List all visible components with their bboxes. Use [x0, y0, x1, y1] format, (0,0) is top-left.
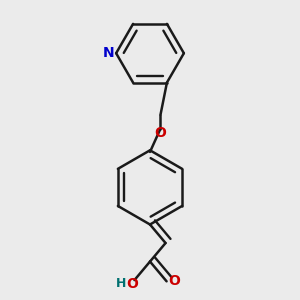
Text: N: N: [103, 46, 115, 60]
Text: O: O: [154, 126, 166, 140]
Text: O: O: [126, 277, 138, 291]
Text: H: H: [116, 277, 127, 290]
Text: O: O: [169, 274, 181, 288]
